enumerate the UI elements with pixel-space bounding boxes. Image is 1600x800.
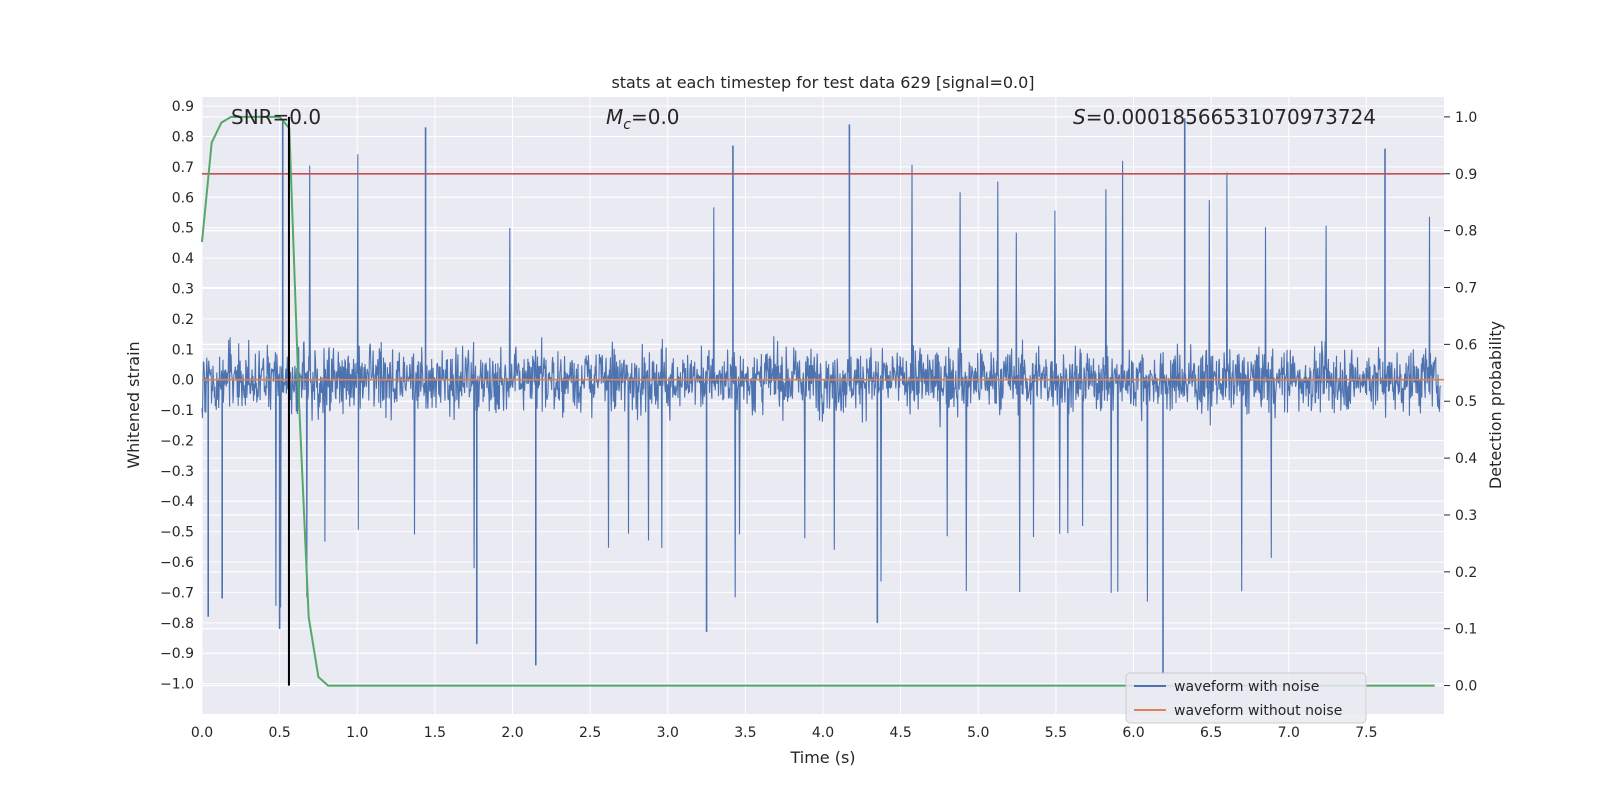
y-tick-label: 0.9	[172, 99, 194, 115]
y-tick-label: 0.1	[172, 342, 194, 358]
y-axis-right-label: Detection probability	[1486, 321, 1505, 489]
s-symbol: S	[1073, 105, 1086, 129]
y-tick-label: 0.2	[172, 312, 194, 328]
y-right-tick-label: 0.6	[1455, 337, 1477, 353]
y-tick-label: −0.9	[160, 646, 194, 662]
y-right-tick-label: 0.0	[1455, 679, 1477, 695]
y-ticks: 0.9 0.8 0.7 0.6 0.5 0.4 0.3 0.2 0.1 0.0 −0.1 −0.2 −0…	[160, 99, 194, 692]
x-ticks: 0.0 0.5 1.0 1.5 2.0 2.5 3.0 3.5 4.0 4.5 5.0 5.5 6.0 6…	[191, 725, 1378, 741]
y-tick-label: 0.5	[172, 221, 194, 237]
y-right-tick-label: 0.2	[1455, 565, 1477, 581]
overlays	[201, 115, 1444, 687]
y-tick-label: 0.8	[172, 130, 194, 146]
y-right-tick-label: 0.8	[1455, 224, 1477, 240]
legend-box	[1125, 672, 1367, 724]
y-tick-label: 0.3	[172, 281, 194, 297]
y-right-tick-label: 0.3	[1455, 508, 1477, 524]
legend-label-clean: waveform without noise	[1174, 703, 1342, 719]
x-tick-label: 1.0	[346, 725, 368, 741]
x-axis-label: Time (s)	[789, 748, 855, 767]
x-tick-label: 6.0	[1122, 725, 1144, 741]
y-right-tick-label: 0.9	[1455, 167, 1477, 183]
x-tick-label: 7.5	[1355, 725, 1377, 741]
x-tick-label: 0.5	[268, 725, 290, 741]
x-tick-label: 3.0	[657, 725, 679, 741]
chart-title: stats at each timestep for test data 629…	[611, 73, 1034, 92]
y-axis-label: Whitened strain	[124, 341, 143, 468]
y-tick-label: −0.7	[160, 585, 194, 601]
y-tick-label: −0.4	[160, 494, 194, 510]
y-tick-label: −0.8	[160, 616, 194, 632]
mc-symbol: M	[606, 105, 623, 129]
series-waveform-with-noise	[201, 118, 1441, 675]
s-annotation: S=0.00018566531070973724	[1073, 105, 1376, 129]
x-tick-label: 5.0	[967, 725, 989, 741]
legend-label-noise: waveform with noise	[1174, 679, 1319, 695]
y-tick-label: 0.6	[172, 190, 194, 206]
y-tick-label: −0.2	[160, 433, 194, 449]
x-tick-label: 2.5	[579, 725, 601, 741]
s-value: =0.00018566531070973724	[1086, 105, 1376, 129]
y-right-tick-label: 1.0	[1455, 110, 1477, 126]
y-right-tick-label: 0.1	[1455, 622, 1477, 638]
y-tick-label: 0.7	[172, 160, 194, 176]
detection-probability-line	[201, 115, 1435, 687]
y-right-tick-label: 0.7	[1455, 281, 1477, 297]
x-tick-label: 2.0	[501, 725, 523, 741]
legend: waveform with noise waveform without noi…	[1125, 672, 1367, 724]
y-ticks-right: 1.0 0.9 0.8 0.7 0.6 0.5 0.4 0.3 0.2 0.1 0.0	[1444, 110, 1477, 695]
mc-value: =0.0	[631, 105, 680, 129]
y-tick-label: −1.0	[160, 677, 194, 693]
mc-annotation: Mc=0.0	[606, 105, 680, 133]
waveform-noise-line	[201, 154, 1441, 608]
x-tick-label: 7.0	[1278, 725, 1300, 741]
y-tick-label: −0.3	[160, 464, 194, 480]
x-tick-label: 1.5	[424, 725, 446, 741]
y-tick-label: −0.6	[160, 555, 194, 571]
y-tick-label: 0.0	[172, 373, 194, 389]
y-right-tick-label: 0.4	[1455, 451, 1477, 467]
y-right-tick-label: 0.5	[1455, 394, 1477, 410]
mc-subscript: c	[623, 117, 631, 133]
x-tick-label: 0.0	[191, 725, 213, 741]
y-tick-label: −0.5	[160, 525, 194, 541]
x-tick-label: 3.5	[734, 725, 756, 741]
x-tick-label: 5.5	[1045, 725, 1067, 741]
y-tick-label: −0.1	[160, 403, 194, 419]
x-tick-label: 6.5	[1200, 725, 1222, 741]
y-tick-label: 0.4	[172, 251, 194, 267]
x-tick-label: 4.0	[812, 725, 834, 741]
snr-annotation: SNR=0.0	[231, 105, 321, 129]
x-tick-label: 4.5	[889, 725, 911, 741]
